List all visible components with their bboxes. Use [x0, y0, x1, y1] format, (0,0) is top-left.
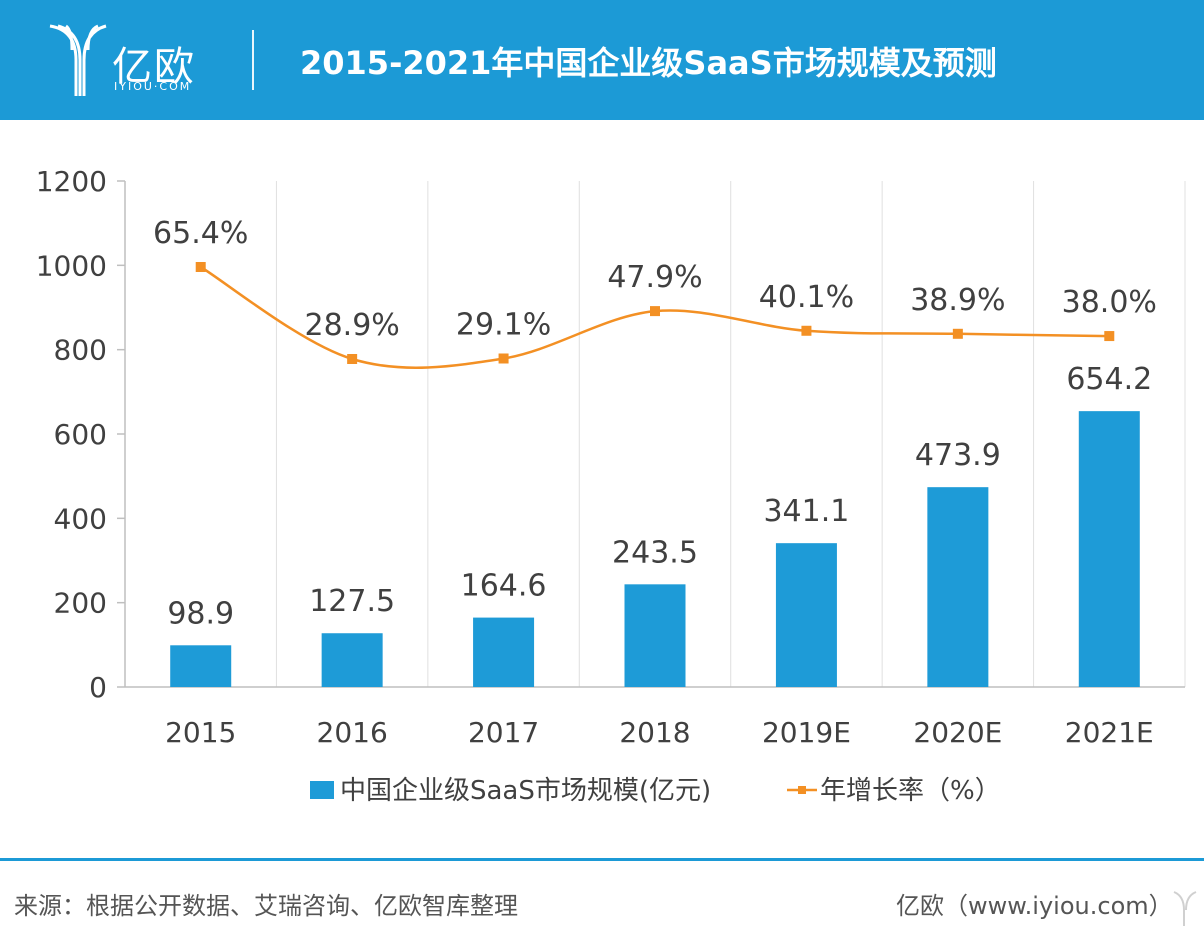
y-tick-label: 600 — [54, 418, 107, 451]
bar-data-label: 164.6 — [461, 569, 547, 604]
y-tick-label: 0 — [89, 671, 107, 704]
x-tick-label: 2016 — [317, 716, 388, 749]
bar-data-label: 473.9 — [915, 438, 1001, 473]
source-note: 来源：根据公开数据、艾瑞咨询、亿欧智库整理 — [14, 892, 518, 920]
growth-point — [801, 325, 812, 336]
y-tick-label: 1000 — [36, 249, 107, 282]
growth-data-label: 38.0% — [1062, 285, 1157, 320]
bar-data-label: 127.5 — [309, 584, 395, 619]
x-tick-label: 2019E — [762, 716, 851, 749]
footer-divider — [0, 858, 1204, 861]
axis-layer: 0 200 400 600 800 1000 1200 2015 2016 2017 2018 201… — [36, 165, 1185, 749]
growth-data-label: 65.4% — [153, 216, 248, 251]
bar-data-label: 243.5 — [612, 535, 698, 570]
site-credit: 亿欧（www.iyiou.com） — [896, 892, 1173, 920]
bar — [1078, 411, 1140, 687]
bar-data-label: 98.9 — [167, 596, 234, 631]
watermark-logo-icon — [1173, 891, 1197, 926]
growth-point — [347, 354, 358, 364]
x-tick-label: 2017 — [468, 716, 539, 749]
growth-point — [195, 262, 206, 272]
header-banner: 亿欧 IYIOU·COM 2015-2021年中国企业级SaaS市场规模及预测 — [0, 0, 1204, 120]
legend-line-label: 年增长率（%） — [820, 776, 1001, 806]
y-tick-label: 200 — [54, 587, 107, 620]
growth-data-label: 47.9% — [607, 260, 702, 295]
bar — [624, 584, 686, 687]
growth-data-label: 40.1% — [759, 280, 854, 315]
chart: 0 200 400 600 800 1000 1200 2015 2016 2017 2018 201… — [36, 165, 1186, 806]
growth-data-label: 38.9% — [910, 283, 1005, 318]
growth-point — [1104, 331, 1115, 342]
bar — [321, 633, 383, 687]
y-tick-label: 400 — [54, 502, 107, 535]
x-tick-label: 2020E — [913, 716, 1002, 749]
x-tick-label: 2021E — [1065, 716, 1154, 749]
grid-layer — [275, 181, 1186, 687]
bar — [775, 543, 837, 687]
growth-data-label: 29.1% — [456, 307, 551, 342]
growth-point — [952, 328, 963, 339]
growth-point — [498, 353, 509, 364]
line-layer — [195, 262, 1115, 369]
legend-line-marker — [798, 786, 806, 794]
bar — [927, 487, 989, 687]
logo-text: 亿欧 — [112, 44, 196, 90]
brand-logo: 亿欧 IYIOU·COM — [46, 20, 216, 100]
x-tick-label: 2018 — [619, 716, 690, 749]
legend-bar-swatch — [310, 781, 334, 799]
label-layer: 98.9 127.5 164.6 243.5 341.1 473.9 654.2 65.4% 2… — [153, 216, 1157, 631]
bar — [473, 617, 535, 687]
y-tick-label: 1200 — [36, 165, 107, 198]
logo-subtext: IYIOU·COM — [114, 80, 192, 93]
legend: 中国企业级SaaS市场规模(亿元) 年增长率（%） — [310, 776, 1001, 806]
bar — [170, 645, 232, 687]
x-tick-label: 2015 — [165, 716, 236, 749]
bar-layer — [170, 411, 1140, 687]
legend-bar-label: 中国企业级SaaS市场规模(亿元) — [340, 776, 711, 806]
bar-data-label: 341.1 — [763, 494, 849, 529]
growth-data-label: 28.9% — [304, 308, 399, 343]
growth-point — [650, 306, 660, 317]
page-title: 2015-2021年中国企业级SaaS市场规模及预测 — [300, 44, 997, 82]
y-tick-label: 800 — [54, 334, 107, 367]
logo-mark-icon — [49, 24, 107, 96]
bar-data-label: 654.2 — [1066, 362, 1152, 397]
header-divider — [252, 30, 254, 90]
